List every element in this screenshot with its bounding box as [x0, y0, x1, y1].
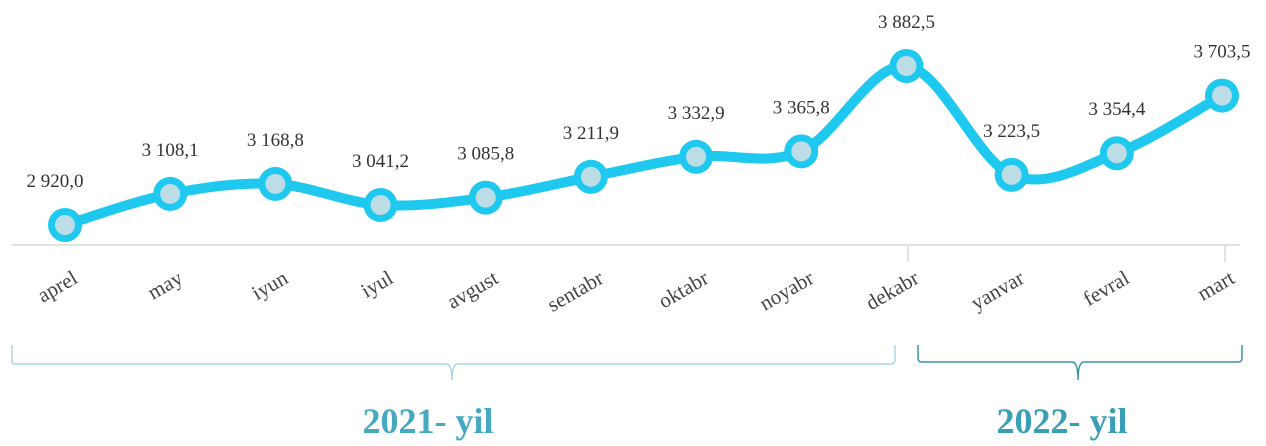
value-label: 3 168,8 — [247, 130, 304, 151]
value-label: 3 703,5 — [1194, 42, 1251, 63]
value-label: 3 332,9 — [668, 103, 725, 124]
x-tick-label: dekabr — [861, 266, 922, 315]
x-tick-label: iyul — [357, 265, 397, 302]
x-tick-label: fevral — [1079, 265, 1134, 310]
value-label: 3 108,1 — [142, 140, 199, 161]
marker-inner — [896, 56, 917, 76]
group-label: 2022- yil — [997, 401, 1128, 441]
marker-inner — [1106, 143, 1127, 164]
marker-inner — [1001, 164, 1022, 185]
marker-inner — [160, 183, 181, 204]
x-tick-label: noyabr — [755, 266, 818, 316]
marker-inner — [265, 173, 286, 194]
marker-inner — [1212, 85, 1232, 106]
bracket — [11, 345, 896, 381]
marker-inner — [686, 146, 707, 167]
value-label: 3 223,5 — [983, 121, 1040, 142]
value-label: 3 365,8 — [773, 97, 830, 118]
value-label: 2 920,0 — [27, 171, 84, 192]
value-label: 3 354,4 — [1088, 99, 1146, 120]
value-label: 3 882,5 — [878, 12, 935, 33]
line — [60, 60, 1227, 230]
x-tick-label: aprel — [33, 265, 81, 307]
value-label: 3 211,9 — [563, 123, 619, 144]
x-tick-label: sentabr — [543, 266, 608, 317]
x-tick-label: oktabr — [654, 266, 712, 314]
x-tick-label: yanvar — [967, 266, 1028, 315]
group-label: 2021- yil — [363, 401, 494, 441]
bracket — [917, 345, 1243, 381]
value-label: 3 041,2 — [352, 151, 409, 172]
x-tick-label: mart — [1193, 265, 1238, 305]
x-tick-label: may — [143, 265, 187, 304]
marker-inner — [580, 166, 601, 187]
marker-inner — [791, 141, 812, 162]
x-tick-label: avgust — [443, 265, 503, 313]
marker-inner — [475, 187, 496, 208]
marker-inner — [55, 215, 75, 235]
value-label: 3 085,8 — [457, 144, 514, 165]
marker-inner — [370, 194, 391, 215]
x-tick-label: iyun — [248, 265, 293, 305]
